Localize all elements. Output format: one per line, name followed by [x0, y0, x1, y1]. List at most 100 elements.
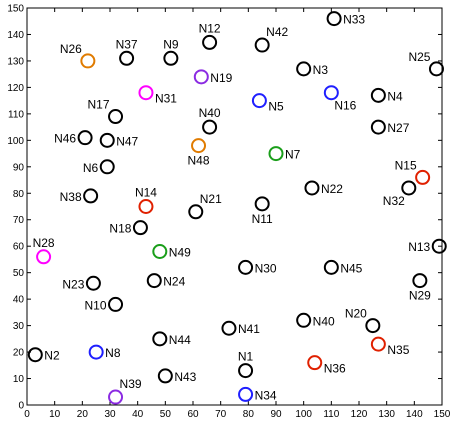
node-n1: N1	[238, 350, 254, 379]
node-marker	[119, 50, 135, 66]
node-n42: N42	[254, 25, 289, 53]
x-tick-label: 70	[215, 409, 227, 420]
node-n26: N26	[60, 42, 96, 69]
node-marker	[370, 336, 386, 352]
x-tick-label: 100	[295, 409, 312, 420]
x-tick-label: 40	[132, 409, 144, 420]
node-label: N7	[285, 148, 301, 162]
node-marker	[323, 259, 339, 275]
x-tick-label: 20	[77, 409, 89, 420]
node-label: N44	[169, 333, 191, 347]
node-label: N42	[266, 25, 288, 39]
node-label: N11	[252, 212, 273, 226]
y-tick-label: 20	[13, 348, 25, 359]
chart-axes	[26, 7, 443, 406]
node-marker	[254, 196, 270, 212]
node-marker	[326, 11, 342, 27]
node-marker	[152, 243, 168, 259]
node-n16: N16	[323, 85, 357, 113]
node-n22: N22	[304, 180, 343, 196]
node-label: N43	[174, 370, 196, 384]
node-marker	[108, 109, 124, 125]
node-marker	[254, 37, 270, 53]
node-n41: N41	[221, 320, 260, 336]
node-marker	[238, 363, 254, 379]
node-marker	[307, 355, 323, 371]
x-tick-label: 50	[160, 409, 172, 420]
node-n48: N48	[188, 138, 210, 168]
node-n29: N29	[409, 273, 431, 303]
node-n19: N19	[193, 69, 233, 85]
node-label: N25	[408, 50, 430, 64]
node-label: N39	[120, 377, 142, 391]
node-label: N6	[83, 161, 99, 175]
node-label: N5	[268, 100, 284, 114]
node-marker	[304, 180, 320, 196]
plot-frame	[26, 7, 443, 406]
node-marker	[268, 146, 284, 162]
chart-ticks: 0 10 20 30 40 50 60 70 80 90 100 110 120 130 140 150 0 10…	[7, 4, 450, 421]
node-label: N18	[109, 222, 131, 236]
node-n30: N30	[238, 259, 277, 275]
y-tick-label: 70	[13, 215, 25, 226]
y-tick-label: 40	[13, 295, 25, 306]
node-n18: N18	[109, 220, 148, 236]
node-label: N23	[62, 277, 84, 291]
node-marker	[221, 320, 237, 336]
node-marker	[36, 249, 52, 265]
node-label: N13	[408, 240, 430, 254]
node-marker	[323, 85, 339, 101]
node-n13: N13	[408, 238, 447, 254]
node-marker	[146, 273, 162, 289]
y-tick-label: 50	[13, 268, 25, 279]
node-label: N19	[210, 71, 232, 85]
node-marker	[83, 188, 99, 204]
node-marker	[431, 238, 447, 254]
node-n47: N47	[99, 132, 139, 148]
y-tick-label: 60	[13, 242, 25, 253]
node-label: N45	[340, 261, 362, 275]
y-tick-label: 100	[7, 136, 24, 147]
node-n21: N21	[188, 192, 222, 220]
node-n3: N3	[296, 61, 329, 77]
y-tick-label: 130	[7, 56, 24, 67]
node-label: N16	[334, 99, 356, 113]
x-tick-label: 150	[434, 409, 451, 420]
node-label: N35	[387, 343, 409, 357]
node-n36: N36	[307, 355, 346, 376]
node-n40: N40	[199, 106, 221, 135]
node-label: N26	[60, 42, 82, 56]
node-n23: N23	[62, 275, 101, 291]
node-n4: N4	[370, 87, 403, 103]
y-tick-label: 10	[13, 374, 25, 385]
node-label: N40	[199, 106, 221, 120]
node-n17: N17	[88, 98, 124, 125]
node-marker	[428, 61, 444, 77]
node-n31: N31	[138, 85, 177, 106]
node-n6: N6	[83, 159, 115, 175]
node-label: N22	[321, 182, 343, 196]
node-marker	[401, 180, 417, 196]
x-tick-label: 140	[406, 409, 423, 420]
node-label: N3	[313, 63, 329, 77]
x-tick-label: 90	[270, 409, 282, 420]
node-n46: N46	[54, 130, 93, 146]
node-n33: N33	[326, 11, 365, 27]
node-n37: N37	[116, 37, 138, 66]
node-marker	[238, 386, 254, 402]
node-label: N9	[163, 37, 179, 51]
node-n11: N11	[252, 196, 273, 226]
node-n15: N15	[395, 158, 431, 185]
node-label: N12	[199, 21, 221, 35]
node-marker	[80, 53, 96, 69]
x-tick-label: 0	[24, 409, 30, 420]
node-n34: N34	[238, 386, 277, 402]
node-label: N4	[387, 89, 403, 103]
node-label: N28	[33, 236, 55, 250]
node-label: N31	[155, 92, 177, 106]
node-marker	[108, 296, 124, 312]
node-marker	[77, 130, 93, 146]
node-label: N36	[324, 362, 346, 376]
node-label: N10	[85, 298, 107, 312]
node-label: N40	[313, 314, 335, 328]
